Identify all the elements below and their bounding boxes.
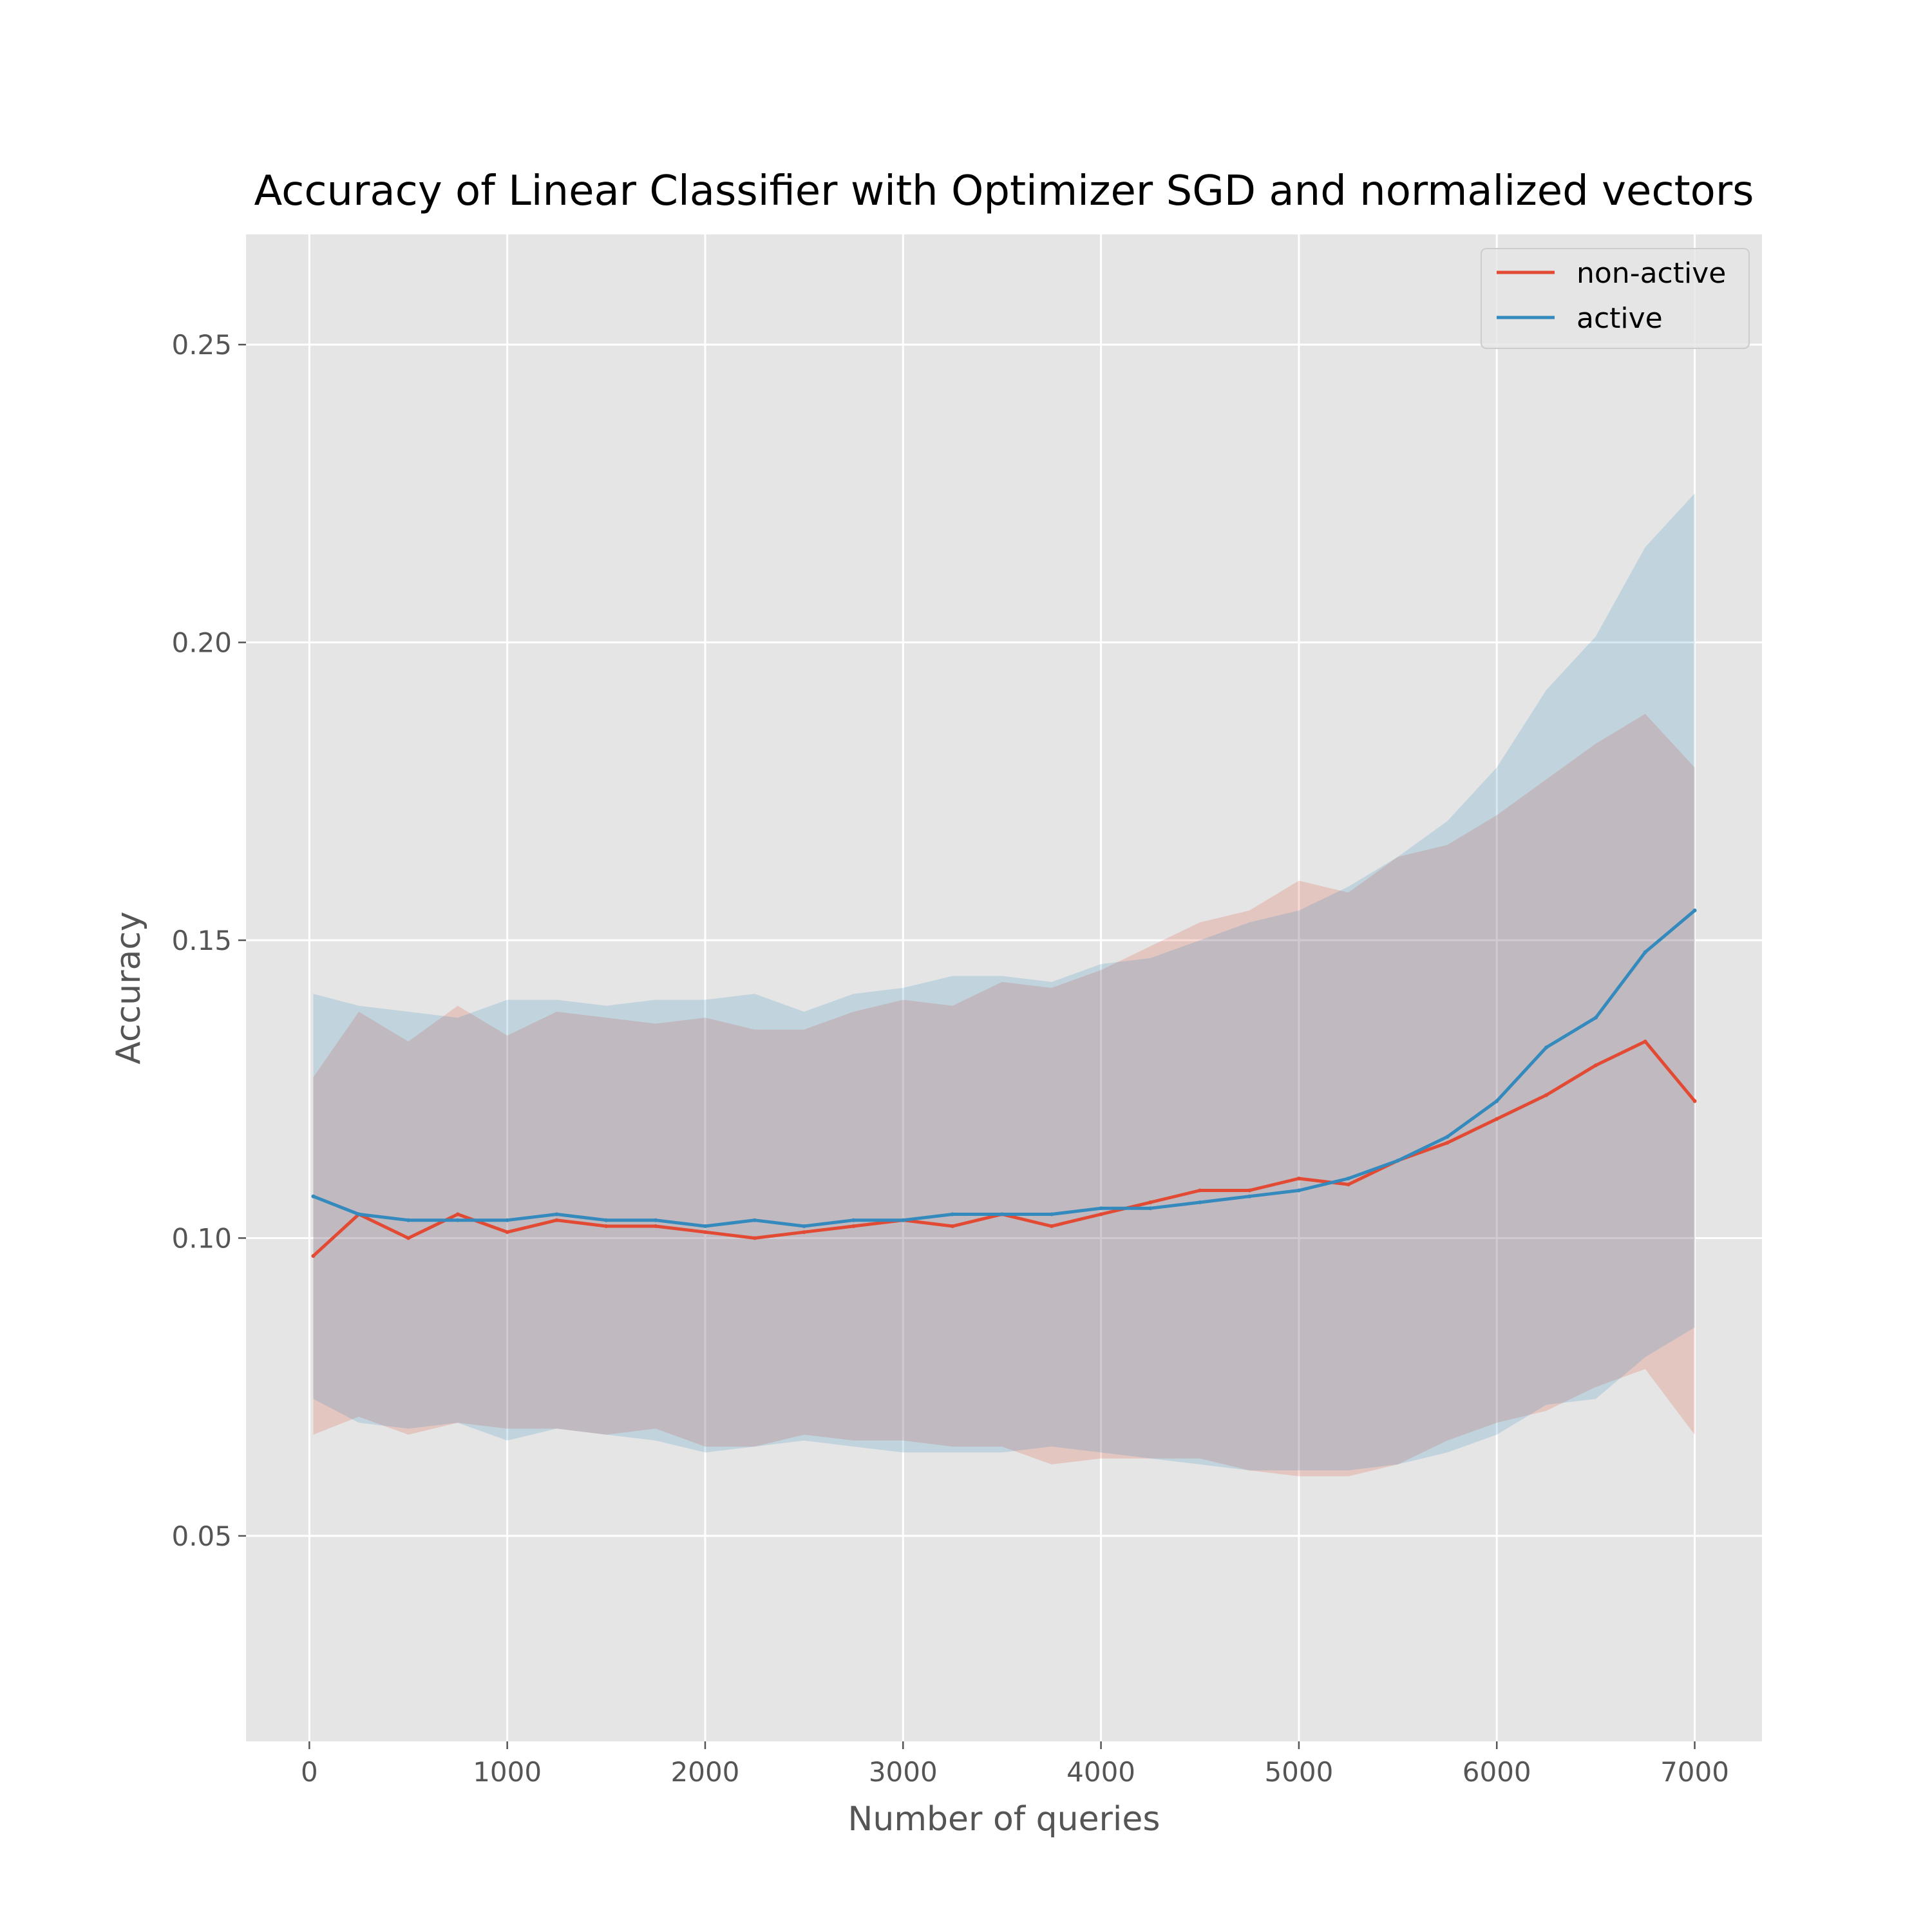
point-non-active — [851, 1224, 856, 1228]
point-active — [554, 1212, 559, 1217]
point-non-active — [406, 1236, 410, 1240]
point-non-active — [311, 1254, 316, 1258]
point-non-active — [1643, 1039, 1647, 1044]
point-non-active — [951, 1224, 955, 1228]
point-active — [1049, 1212, 1054, 1217]
point-non-active — [1099, 1212, 1103, 1217]
series-lines — [311, 908, 1697, 1258]
point-non-active — [1495, 1117, 1499, 1121]
point-non-active — [1544, 1093, 1548, 1097]
y-tick-label: 0.10 — [171, 1222, 232, 1254]
point-non-active — [554, 1218, 559, 1222]
point-active — [851, 1218, 856, 1222]
legend-label-active: active — [1577, 302, 1663, 335]
point-active — [455, 1218, 460, 1222]
point-active — [604, 1218, 609, 1222]
y-tick-label: 0.15 — [171, 925, 232, 956]
point-active — [1346, 1177, 1350, 1180]
chart-title: Accuracy of Linear Classifier with Optim… — [254, 167, 1754, 215]
gridlines — [246, 234, 1762, 1741]
point-active — [802, 1224, 806, 1228]
point-active — [1445, 1135, 1450, 1139]
point-active — [752, 1218, 757, 1222]
x-tick-label: 5000 — [1264, 1756, 1333, 1788]
point-active — [406, 1218, 410, 1222]
y-tick-label: 0.20 — [171, 627, 232, 659]
point-active — [311, 1194, 316, 1198]
point-active — [357, 1212, 361, 1217]
point-active — [1495, 1099, 1499, 1103]
legend: non-active active — [1481, 248, 1750, 349]
x-tick-label: 3000 — [869, 1756, 938, 1788]
point-active — [505, 1218, 509, 1222]
point-non-active — [802, 1230, 806, 1235]
point-non-active — [1692, 1099, 1697, 1103]
x-axis-label: Number of queries — [848, 1800, 1160, 1839]
point-active — [1296, 1188, 1301, 1193]
x-tick-label: 2000 — [671, 1756, 740, 1788]
point-active — [654, 1218, 658, 1222]
x-tick-label: 0 — [301, 1756, 318, 1788]
point-non-active — [752, 1236, 757, 1240]
point-active — [1198, 1200, 1202, 1204]
point-active — [951, 1212, 955, 1217]
y-tick-label: 0.25 — [171, 329, 232, 361]
point-active — [1643, 950, 1647, 954]
point-non-active — [1247, 1188, 1252, 1193]
point-non-active — [1148, 1200, 1153, 1204]
x-tick-label: 4000 — [1066, 1756, 1135, 1788]
point-active — [1593, 1016, 1598, 1020]
x-tick-label: 1000 — [473, 1756, 542, 1788]
point-non-active — [1049, 1224, 1054, 1228]
plot-area — [246, 234, 1762, 1741]
point-non-active — [1198, 1188, 1202, 1193]
y-axis-label: Accuracy — [109, 911, 148, 1064]
point-non-active — [654, 1224, 658, 1228]
x-tick-label: 7000 — [1660, 1756, 1729, 1788]
point-active — [703, 1224, 707, 1228]
point-active — [1692, 908, 1697, 913]
point-non-active — [1296, 1177, 1301, 1180]
point-active — [999, 1212, 1004, 1217]
point-non-active — [703, 1230, 707, 1235]
point-non-active — [1346, 1182, 1350, 1187]
point-non-active — [1593, 1063, 1598, 1068]
point-active — [1396, 1159, 1400, 1163]
point-active — [1544, 1045, 1548, 1050]
point-active — [1247, 1194, 1252, 1198]
point-active — [1148, 1206, 1153, 1211]
point-active — [901, 1218, 905, 1222]
legend-label-non-active: non-active — [1577, 257, 1726, 290]
x-tick-label: 6000 — [1463, 1756, 1531, 1788]
point-non-active — [1445, 1141, 1450, 1145]
point-non-active — [604, 1224, 609, 1228]
point-active — [1099, 1206, 1103, 1211]
point-non-active — [455, 1212, 460, 1217]
axis-ticks: 0 1000 2000 3000 4000 5000 6000 7000 0.05 0.10 0.1… — [171, 329, 1728, 1788]
y-tick-label: 0.05 — [171, 1520, 232, 1552]
band-non-active — [313, 714, 1695, 1477]
point-non-active — [505, 1230, 509, 1235]
